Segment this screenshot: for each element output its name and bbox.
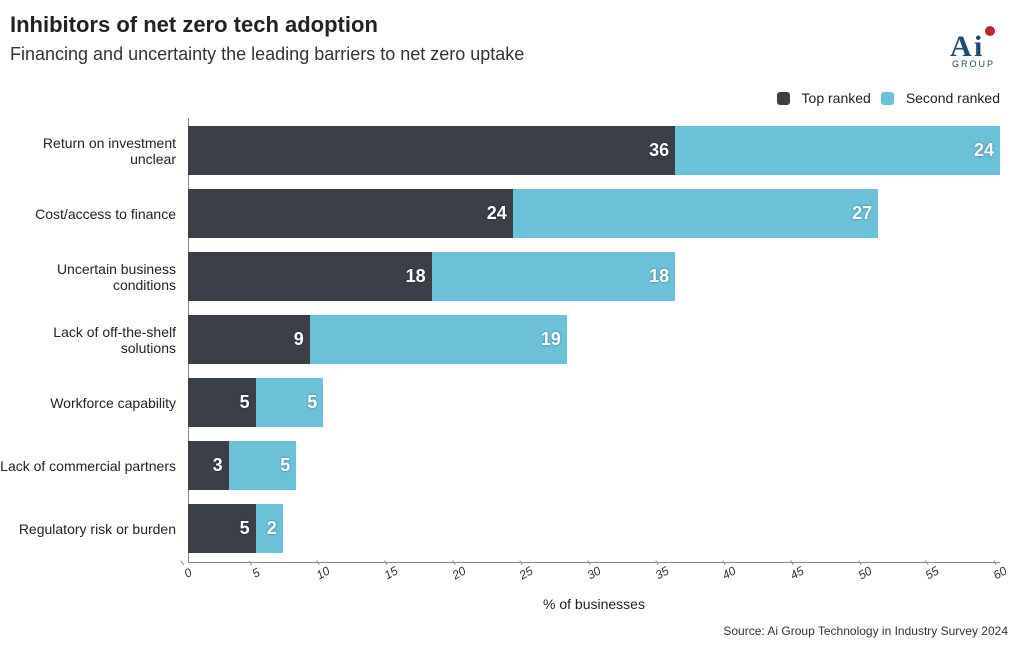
- legend-swatch-second: [881, 92, 894, 105]
- bar-segment-second: 24: [675, 126, 1000, 175]
- x-axis-tick: 15: [382, 564, 401, 583]
- legend-label-top: Top ranked: [802, 90, 871, 106]
- bar-segment-second: 27: [513, 189, 878, 238]
- bar-row: 1818: [188, 252, 1000, 301]
- bar-row: 35: [188, 441, 1000, 490]
- bar-segment-top: 3: [188, 441, 229, 490]
- x-axis-tick: 5: [249, 565, 262, 580]
- legend: Top ranked Second ranked: [777, 90, 1000, 106]
- source-caption: Source: Ai Group Technology in Industry …: [723, 624, 1008, 638]
- chart-container: Inhibitors of net zero tech adoption Fin…: [0, 0, 1020, 650]
- legend-swatch-top: [777, 92, 790, 105]
- y-axis-category-label: Return on investment unclear: [0, 135, 176, 167]
- legend-label-second: Second ranked: [906, 90, 1000, 106]
- x-axis-tick: 60: [991, 564, 1010, 583]
- x-axis-tick: 25: [517, 564, 536, 583]
- x-axis-tick: 35: [652, 564, 671, 583]
- bar-row: 3624: [188, 126, 1000, 175]
- y-axis-category-label: Lack of off-the-shelf solutions: [0, 324, 176, 356]
- chart-subtitle: Financing and uncertainty the leading ba…: [10, 44, 1010, 65]
- x-axis-tick: 50: [855, 564, 874, 583]
- x-axis-tick: 10: [314, 564, 333, 583]
- y-axis-category-label: Cost/access to finance: [0, 206, 176, 222]
- x-axis-tick: 0: [182, 565, 195, 580]
- x-axis-label: % of businesses: [188, 596, 1000, 612]
- bar-segment-second: 19: [310, 315, 567, 364]
- bar-segment-top: 5: [188, 504, 256, 553]
- plot-area: 362424271818919553552: [188, 118, 1000, 563]
- svg-text:GROUP: GROUP: [952, 59, 995, 68]
- bars-group: 362424271818919553552: [188, 118, 1000, 563]
- x-axis-tick: 30: [585, 564, 604, 583]
- bar-row: 919: [188, 315, 1000, 364]
- chart-title: Inhibitors of net zero tech adoption: [10, 12, 1010, 38]
- bar-segment-top: 5: [188, 378, 256, 427]
- bar-segment-top: 9: [188, 315, 310, 364]
- bar-row: 52: [188, 504, 1000, 553]
- x-axis-tick: 20: [449, 564, 468, 583]
- bar-segment-top: 36: [188, 126, 675, 175]
- y-axis-labels: Return on investment unclear Cost/access …: [0, 118, 182, 563]
- y-axis-category-label: Lack of commercial partners: [0, 458, 176, 474]
- x-axis-tick: 55: [923, 564, 942, 583]
- bar-segment-second: 18: [432, 252, 676, 301]
- x-axis-tick: 40: [720, 564, 739, 583]
- bar-segment-top: 24: [188, 189, 513, 238]
- y-axis-category-label: Uncertain business conditions: [0, 261, 176, 293]
- bar-segment-top: 18: [188, 252, 432, 301]
- x-axis-tick: 45: [788, 564, 807, 583]
- bar-row: 55: [188, 378, 1000, 427]
- x-axis-ticks: 051015202530354045505560: [188, 562, 1000, 584]
- brand-logo: A i GROUP: [950, 24, 998, 73]
- bar-segment-second: 5: [229, 441, 297, 490]
- y-axis-category-label: Workforce capability: [0, 395, 176, 411]
- logo-dot-icon: [985, 26, 995, 36]
- y-axis-category-label: Regulatory risk or burden: [0, 521, 176, 537]
- bar-segment-second: 5: [256, 378, 324, 427]
- bar-segment-second: 2: [256, 504, 283, 553]
- bar-row: 2427: [188, 189, 1000, 238]
